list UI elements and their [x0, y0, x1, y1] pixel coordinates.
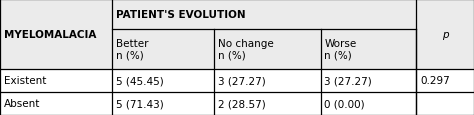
Text: Worse
n (%): Worse n (%): [324, 39, 356, 60]
Text: 0 (0.00): 0 (0.00): [324, 99, 365, 108]
Bar: [214, 92, 320, 115]
Text: Existent: Existent: [4, 76, 46, 85]
Bar: [417, 92, 474, 115]
Bar: [214, 69, 320, 92]
Bar: [0, 0, 112, 69]
Bar: [112, 0, 417, 30]
Text: 0.297: 0.297: [420, 76, 450, 85]
Text: PATIENT'S EVOLUTION: PATIENT'S EVOLUTION: [116, 10, 246, 20]
Bar: [320, 92, 417, 115]
Bar: [214, 30, 320, 69]
Bar: [112, 92, 214, 115]
Text: No change
n (%): No change n (%): [218, 39, 273, 60]
Text: 2 (28.57): 2 (28.57): [218, 99, 265, 108]
Text: MYELOMALACIA: MYELOMALACIA: [4, 30, 96, 39]
Text: p: p: [442, 30, 448, 39]
Bar: [112, 69, 214, 92]
Bar: [320, 30, 417, 69]
Bar: [112, 30, 214, 69]
Bar: [0, 92, 112, 115]
Bar: [0, 69, 112, 92]
Text: 5 (45.45): 5 (45.45): [116, 76, 164, 85]
Bar: [417, 0, 474, 69]
Text: 3 (27.27): 3 (27.27): [218, 76, 265, 85]
Text: Better
n (%): Better n (%): [116, 39, 149, 60]
Text: 3 (27.27): 3 (27.27): [324, 76, 372, 85]
Text: Absent: Absent: [4, 99, 40, 108]
Text: 5 (71.43): 5 (71.43): [116, 99, 164, 108]
Bar: [417, 69, 474, 92]
Bar: [320, 69, 417, 92]
